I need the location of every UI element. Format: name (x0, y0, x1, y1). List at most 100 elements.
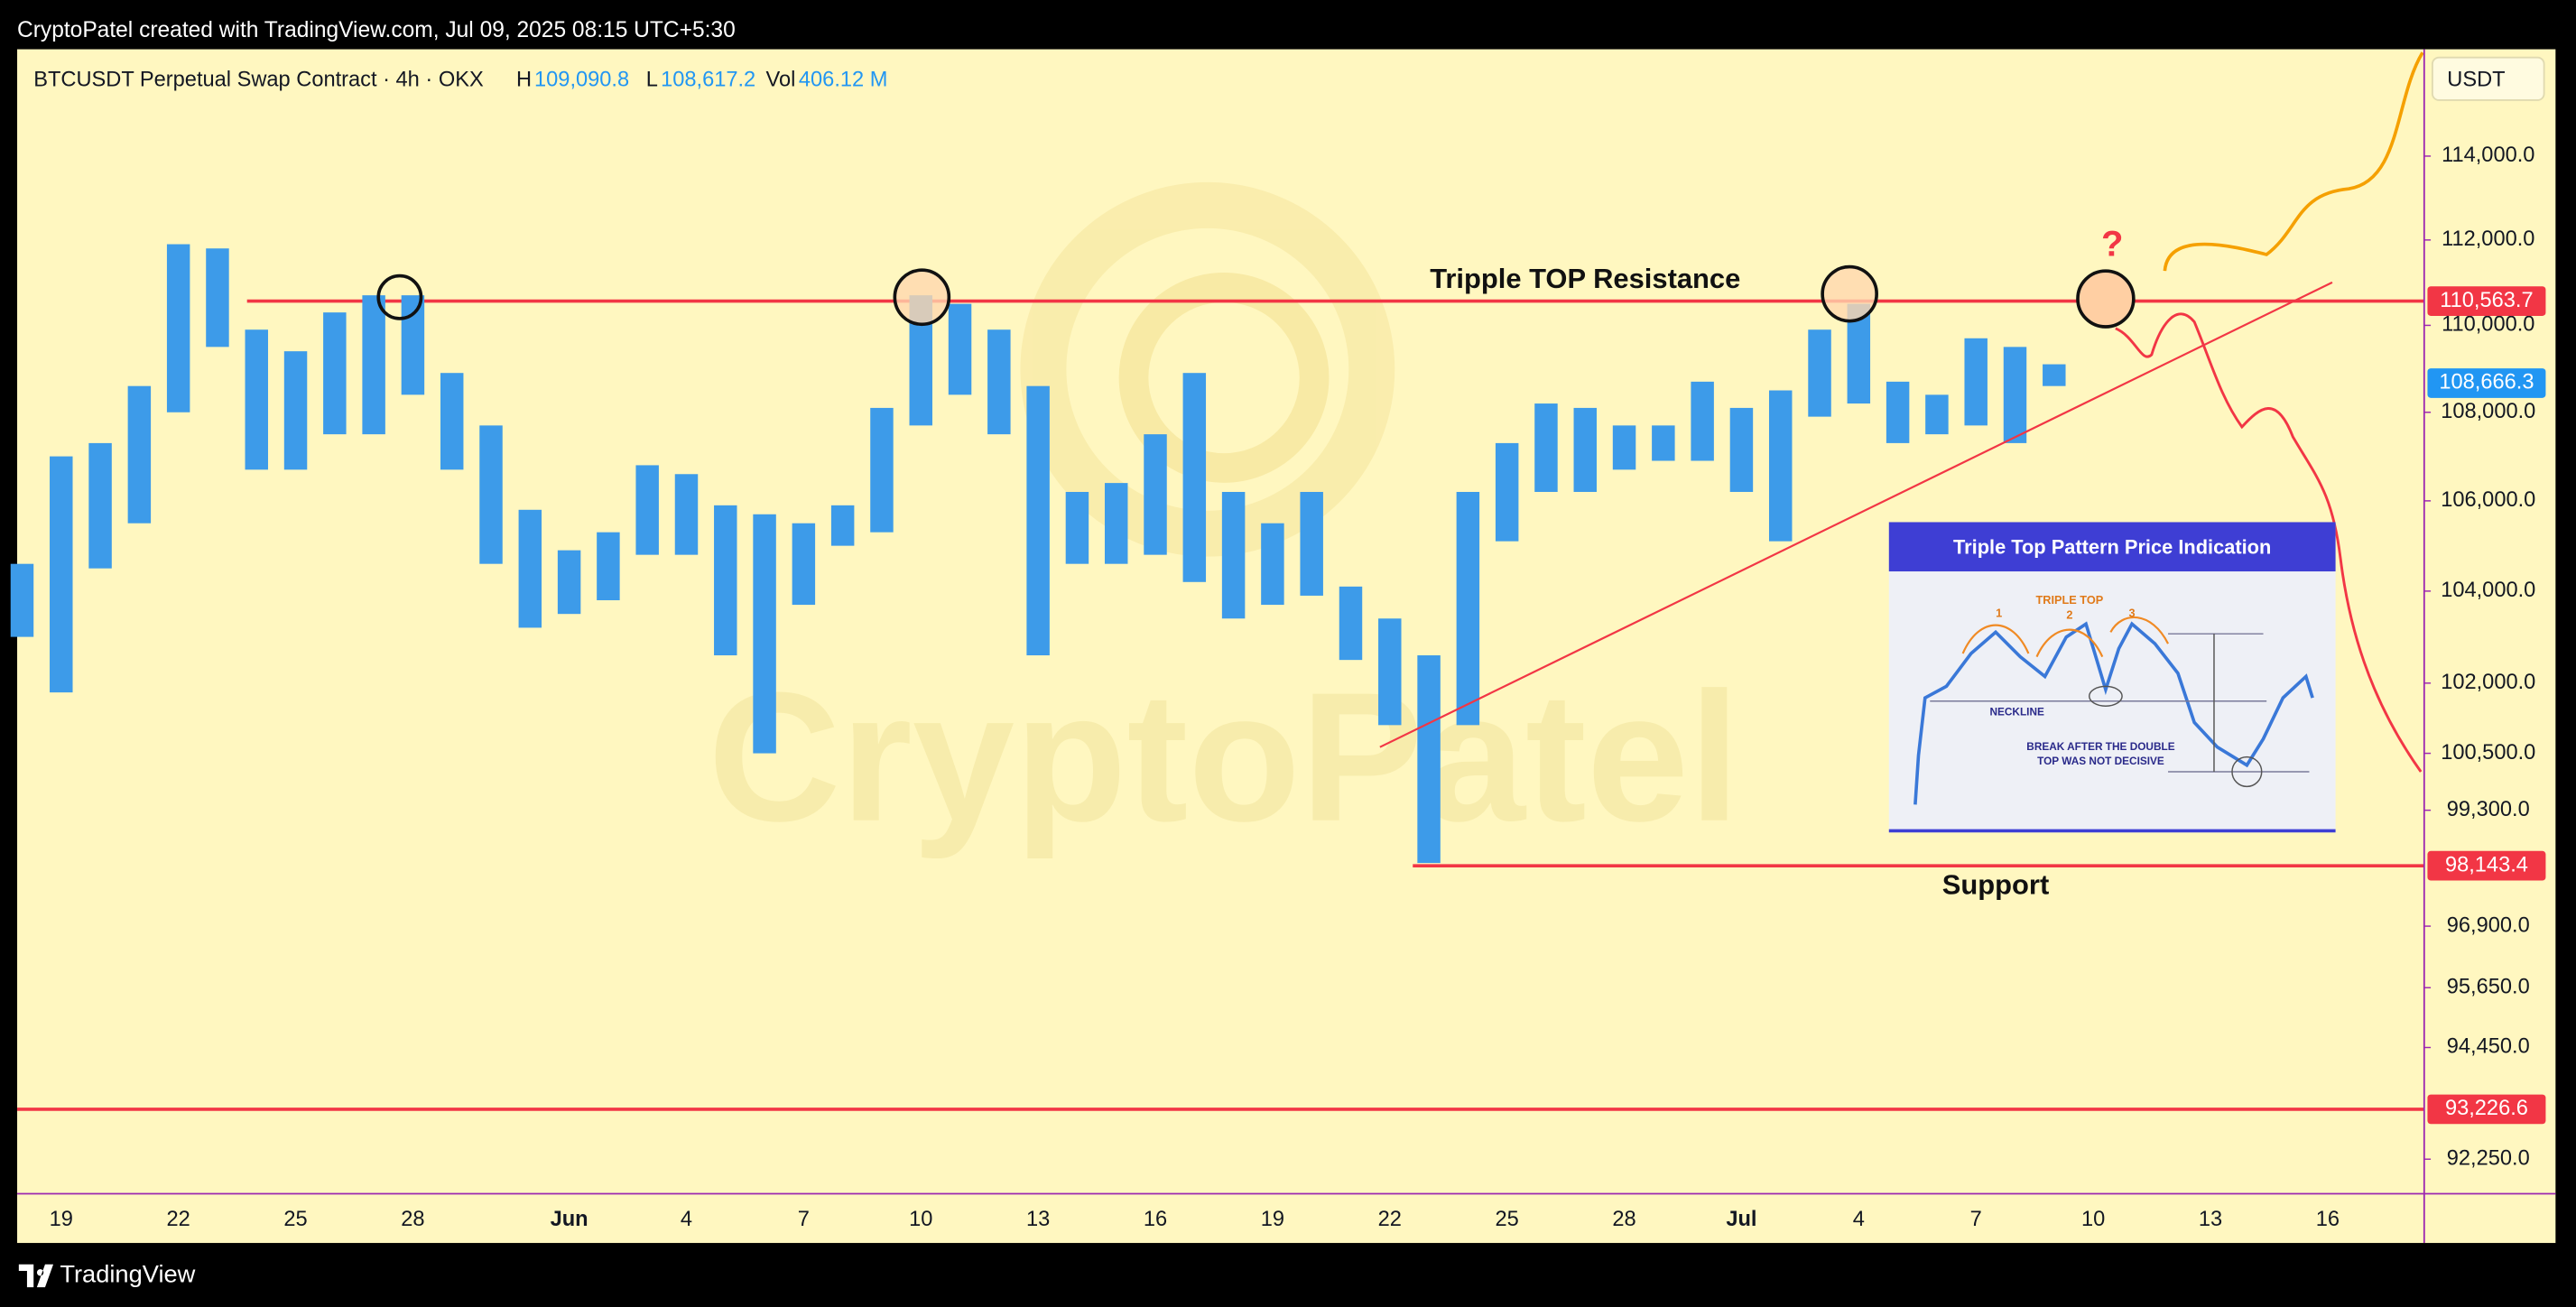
price-bar (1182, 373, 1207, 582)
inset: Triple Top Pattern Price Indication TRIP… (1888, 522, 2336, 833)
x-tick-label: 28 (1612, 1208, 1635, 1231)
x-tick-label: 10 (909, 1208, 932, 1231)
x-tick-label: 25 (1496, 1208, 1519, 1231)
x-tick-label: 7 (1970, 1208, 1982, 1231)
price-label: 98,143.4 (2445, 853, 2528, 876)
price-bar (1144, 434, 1167, 555)
x-tick-label: 10 (2081, 1208, 2105, 1231)
y-tick-label: 112,000.0 (2442, 227, 2534, 251)
price-bar (245, 329, 268, 470)
inset-body (1888, 522, 2336, 833)
price-bar (323, 312, 347, 435)
last-price-box (2427, 368, 2546, 398)
price-label-box (2427, 850, 2546, 881)
price-bar (206, 248, 229, 348)
y-tick-label: 92,250.0 (2447, 1146, 2530, 1170)
price-bar (1065, 491, 1089, 564)
currency[interactable]: USDT (2447, 68, 2505, 91)
annotation: Tripple TOP Resistance (1430, 263, 1740, 294)
inset-label: BREAK AFTER THE DOUBLE (2026, 740, 2174, 753)
price-bar (1729, 407, 1754, 492)
legend-key: L (646, 68, 658, 91)
x-tick-label: 13 (1026, 1208, 1050, 1231)
credit: CryptoPatel created with TradingView.com… (17, 18, 736, 42)
price-bar (479, 425, 503, 564)
y-tick-label: 95,650.0 (2447, 975, 2530, 998)
price-bar (166, 244, 190, 412)
inset-arcs (1961, 616, 2170, 658)
price-bar (518, 509, 542, 628)
x-tick-label: Jun (551, 1208, 588, 1231)
legend-value: 108,617.2 (661, 68, 755, 91)
top-marker (893, 268, 951, 327)
price-bar (635, 465, 659, 555)
price-bar (1886, 381, 1910, 443)
price-bar (870, 407, 894, 533)
y-tick-label: 104,000.0 (2441, 579, 2535, 602)
price-label: 93,226.6 (2445, 1097, 2528, 1120)
legend-value: 406.12 M (799, 68, 888, 91)
price-bar (1652, 425, 1675, 461)
price-bar (1691, 381, 1714, 461)
price-bar (88, 442, 112, 569)
top-marker (376, 273, 423, 320)
price-bar (10, 563, 34, 637)
price-label-box (2427, 1094, 2546, 1125)
price-bar (1261, 523, 1284, 606)
annotation: ? (2101, 224, 2123, 264)
price-bar (557, 550, 581, 615)
x-tick-label: 4 (681, 1208, 692, 1231)
price-bar (1808, 329, 1831, 417)
x-tick-label: 22 (1378, 1208, 1402, 1231)
price-bar (50, 456, 73, 693)
inset-label: 2 (2066, 608, 2072, 622)
y-tick-label: 108,000.0 (2441, 400, 2535, 423)
inset-label: 3 (2128, 607, 2135, 620)
price-bar (714, 505, 737, 656)
trend-line (1379, 281, 2333, 748)
price-bar (1456, 491, 1480, 726)
x-tick-label: 28 (401, 1208, 424, 1231)
x-tick-label: 4 (1853, 1208, 1865, 1231)
x-tick-label: 16 (1144, 1208, 1167, 1231)
bearish-projection (2115, 312, 2423, 773)
inset-label: TRIPLE TOP (2036, 593, 2104, 607)
price-bar (1339, 586, 1363, 661)
price-bar (440, 373, 464, 470)
price-bar (830, 505, 855, 546)
x-tick-label: 19 (50, 1208, 73, 1231)
price-bar (1612, 425, 1636, 470)
price-bar (362, 295, 385, 435)
bars-layer (10, 244, 2066, 864)
legend-value: 109,090.8 (534, 68, 629, 91)
brand-logo (18, 1264, 54, 1288)
price-bar (283, 351, 308, 470)
symbol-title: BTCUSDT Perpetual Swap Contract · 4h · O… (33, 68, 484, 91)
price-bar (1026, 385, 1050, 656)
watermark: CryptoPatel (708, 181, 1740, 860)
price-bar (1495, 442, 1519, 542)
price-bar (127, 385, 152, 524)
x-tick-label: 13 (2199, 1208, 2222, 1231)
inset-label: TOP WAS NOT DECISIVE (2037, 755, 2164, 767)
price-bar (2043, 364, 2066, 386)
top-marker (2076, 269, 2136, 329)
price-bar (401, 295, 425, 395)
currency-box[interactable] (2432, 56, 2545, 101)
price-bar (948, 303, 972, 395)
y-tick-label: 99,300.0 (2447, 798, 2530, 821)
x-tick-label: 16 (2316, 1208, 2340, 1231)
price-bar (2003, 347, 2027, 443)
annotation: Support (1942, 868, 2049, 900)
price-bar (1417, 655, 1441, 864)
price-bar (674, 474, 699, 555)
legend-key: H (516, 68, 532, 91)
watermark-coin (1118, 272, 1330, 483)
price-bar (987, 329, 1011, 435)
inset-circle (2088, 685, 2123, 707)
price-bar (597, 532, 620, 600)
inset-circle (2231, 755, 2263, 788)
inset-header (1888, 522, 2336, 572)
price-bar (1378, 618, 1402, 726)
